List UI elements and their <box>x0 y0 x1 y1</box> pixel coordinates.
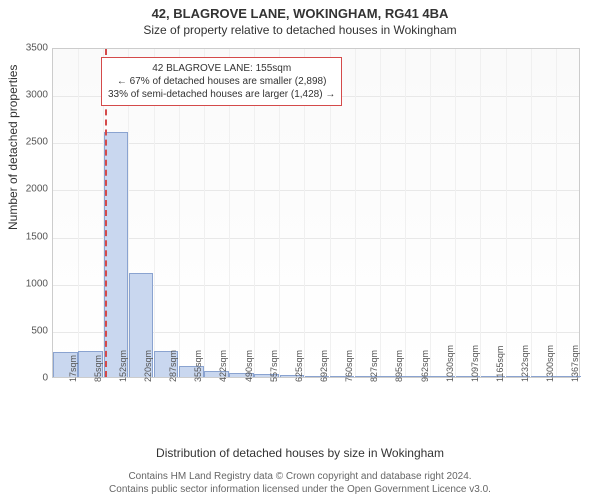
x-tick-label: 355sqm <box>193 350 203 382</box>
x-tick-label: 1165sqm <box>495 346 505 382</box>
x-tick-label: 1097sqm <box>470 345 480 382</box>
annotation-line: 33% of semi-detached houses are larger (… <box>108 88 335 101</box>
x-axis-label: Distribution of detached houses by size … <box>0 446 600 460</box>
y-tick-label: 1500 <box>18 231 48 242</box>
x-tick-label: 490sqm <box>244 350 254 382</box>
x-tick-label: 1300sqm <box>545 345 555 382</box>
gridline-y <box>53 143 579 144</box>
x-tick-label: 1030sqm <box>445 345 455 382</box>
annotation-line: 42 BLAGROVE LANE: 155sqm <box>108 62 335 75</box>
y-tick-label: 500 <box>18 325 48 336</box>
x-tick-label: 152sqm <box>118 350 128 382</box>
annotation-line: ← 67% of detached houses are smaller (2,… <box>108 75 335 88</box>
x-tick-label: 1232sqm <box>520 345 530 382</box>
gridline-x <box>355 49 356 377</box>
chart-title-main: 42, BLAGROVE LANE, WOKINGHAM, RG41 4BA <box>0 6 600 21</box>
x-tick-label: 287sqm <box>168 350 178 382</box>
gridline-x <box>455 49 456 377</box>
footer-line-1: Contains HM Land Registry data © Crown c… <box>0 470 600 483</box>
gridline-x <box>480 49 481 377</box>
footer-line-2: Contains public sector information licen… <box>0 483 600 496</box>
x-tick-label: 1367sqm <box>570 345 580 382</box>
chart-title-sub: Size of property relative to detached ho… <box>0 23 600 37</box>
y-tick-label: 3500 <box>18 43 48 54</box>
y-tick-label: 2000 <box>18 184 48 195</box>
gridline-x <box>506 49 507 377</box>
x-tick-label: 422sqm <box>218 350 228 382</box>
x-tick-label: 827sqm <box>369 350 379 382</box>
title-block: 42, BLAGROVE LANE, WOKINGHAM, RG41 4BA S… <box>0 0 600 41</box>
x-tick-label: 220sqm <box>143 350 153 382</box>
gridline-x <box>556 49 557 377</box>
annotation-box: 42 BLAGROVE LANE: 155sqm← 67% of detache… <box>101 57 342 106</box>
x-tick-label: 962sqm <box>420 350 430 382</box>
chart-container: { "titles": { "main": "42, BLAGROVE LANE… <box>0 0 600 500</box>
x-tick-label: 692sqm <box>319 350 329 382</box>
y-tick-label: 2500 <box>18 137 48 148</box>
gridline-y <box>53 238 579 239</box>
plot-area: 42 BLAGROVE LANE: 155sqm← 67% of detache… <box>52 48 580 378</box>
x-tick-label: 85sqm <box>93 355 103 382</box>
y-tick-label: 3000 <box>18 90 48 101</box>
y-tick-label: 0 <box>18 373 48 384</box>
x-tick-label: 557sqm <box>269 350 279 382</box>
x-tick-label: 760sqm <box>344 350 354 382</box>
chart-area: 42 BLAGROVE LANE: 155sqm← 67% of detache… <box>52 48 580 424</box>
x-tick-label: 895sqm <box>394 350 404 382</box>
y-tick-label: 1000 <box>18 278 48 289</box>
x-tick-label: 625sqm <box>294 350 304 382</box>
footer-attribution: Contains HM Land Registry data © Crown c… <box>0 470 600 496</box>
gridline-x <box>78 49 79 377</box>
gridline-x <box>405 49 406 377</box>
x-tick-label: 17sqm <box>68 355 78 382</box>
gridline-x <box>531 49 532 377</box>
gridline-x <box>430 49 431 377</box>
histogram-bar <box>104 132 129 377</box>
gridline-x <box>380 49 381 377</box>
gridline-y <box>53 190 579 191</box>
